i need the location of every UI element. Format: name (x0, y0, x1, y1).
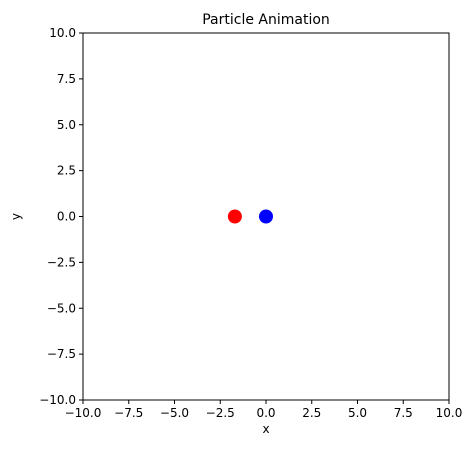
x-tick-label: 10.0 (436, 406, 463, 420)
x-tick-label: 0.0 (256, 406, 275, 420)
particle-point-1 (227, 209, 242, 224)
y-axis-label: y (9, 213, 23, 220)
y-tick-label: −5.0 (47, 301, 76, 315)
plot-area: −10.0 −7.5 −5.0 −2.5 0.0 2.5 5.0 7.5 10.0 −10.0 −7… (39, 26, 462, 420)
y-tick-label: 2.5 (57, 164, 76, 178)
y-tick-label: 10.0 (49, 26, 76, 40)
x-axis-label: x (262, 422, 269, 436)
y-tick-label: 0.0 (57, 210, 76, 224)
y-tick-label: 7.5 (57, 72, 76, 86)
x-tick-label: −7.5 (114, 406, 143, 420)
x-tick-label: −5.0 (160, 406, 189, 420)
y-tick-label: 5.0 (57, 118, 76, 132)
x-tick-label: 5.0 (348, 406, 367, 420)
chart-title: Particle Animation (202, 12, 330, 28)
axes-frame (82, 32, 450, 401)
y-tick-label: −10.0 (39, 393, 76, 407)
x-tick-label: −10.0 (65, 406, 102, 420)
y-tick-label: −7.5 (47, 347, 76, 361)
x-tick-label: 2.5 (302, 406, 321, 420)
x-tick-label: −2.5 (206, 406, 235, 420)
particle-point-2 (259, 209, 273, 224)
y-tick-label: −2.5 (47, 255, 76, 269)
x-tick-label: 7.5 (394, 406, 413, 420)
